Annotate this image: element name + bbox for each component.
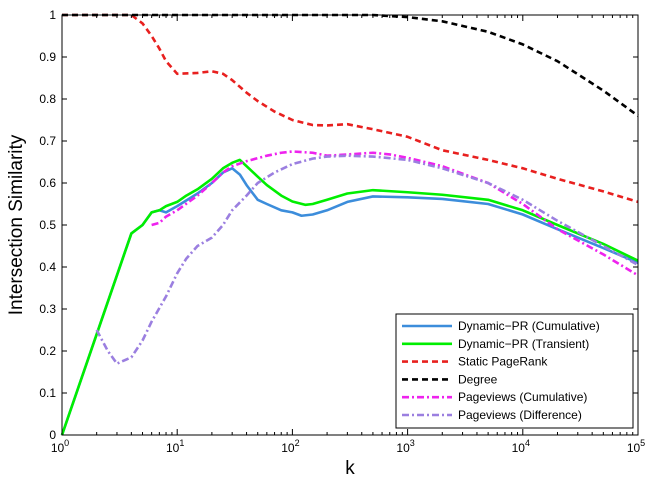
y-tick-label: 0.1 (39, 386, 56, 400)
legend-label-1: Dynamic−PR (Cumulative) (458, 319, 600, 333)
series-line-6 (95, 154, 639, 365)
series-line-2 (60, 158, 639, 436)
legend-label-4: Degree (458, 372, 498, 386)
legend: Dynamic−PR (Cumulative) Dynamic−PR (Trans… (395, 313, 634, 429)
x-axis-label: k (345, 458, 355, 479)
legend-box (395, 313, 634, 429)
y-tick-label: 0.3 (39, 302, 56, 316)
y-tick-label: 1 (49, 8, 56, 22)
y-tick-label: 0.2 (39, 344, 56, 358)
series-layer (60, 13, 639, 436)
legend-label-2: Dynamic−PR (Transient) (458, 337, 589, 351)
y-axis-label: Intersection Similarity (6, 134, 27, 315)
y-tick-label: 0.9 (39, 50, 56, 64)
y-tick-label: 0.7 (39, 134, 56, 148)
y-tick-label: 0.5 (39, 218, 56, 232)
legend-label-3: Static PageRank (458, 355, 548, 369)
legend-label-6: Pageviews (Difference) (458, 408, 582, 422)
y-tick-label: 0 (49, 428, 56, 442)
y-tick-label: 0.8 (39, 92, 56, 106)
series-line-5 (151, 150, 639, 277)
y-tick-label: 0.6 (39, 176, 56, 190)
series-line-3 (62, 13, 639, 204)
y-tick-label: 0.4 (39, 260, 56, 274)
legend-label-5: Pageviews (Cumulative) (458, 390, 587, 404)
